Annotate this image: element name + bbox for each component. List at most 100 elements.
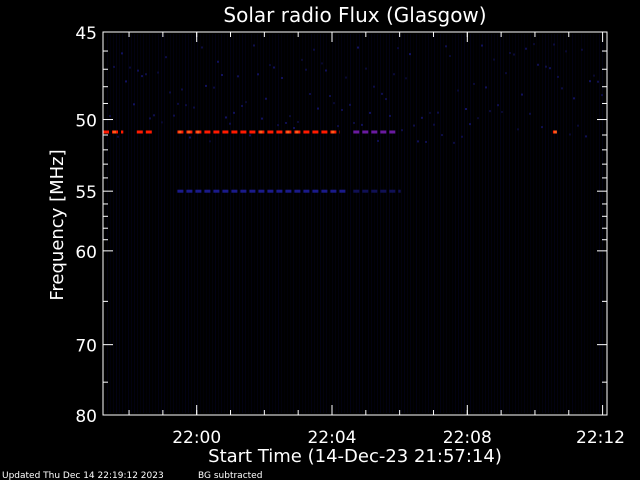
- noise-streak: [452, 34, 453, 413]
- noise-streak: [473, 34, 474, 413]
- noise-texture: [107, 34, 603, 413]
- noise-streak: [107, 34, 108, 413]
- emission-band-hotspot: [113, 130, 116, 134]
- noise-streak: [290, 34, 291, 413]
- noise-streak: [461, 34, 462, 413]
- noise-streak: [386, 34, 387, 413]
- noise-streak: [143, 34, 144, 413]
- noise-dot: [549, 67, 551, 70]
- noise-streak: [434, 34, 435, 413]
- noise-streak: [134, 34, 135, 413]
- emission-band-hotspot: [259, 130, 263, 134]
- noise-streak: [530, 34, 531, 413]
- emission-band-segment: [380, 189, 387, 193]
- noise-streak: [311, 34, 312, 413]
- noise-streak: [269, 34, 270, 413]
- emission-band-segment: [371, 189, 378, 193]
- noise-streak: [182, 34, 183, 413]
- noise-streak: [140, 34, 141, 413]
- noise-streak: [431, 34, 432, 413]
- noise-streak: [518, 34, 519, 413]
- noise-streak: [407, 34, 408, 413]
- noise-streak: [152, 34, 153, 413]
- noise-streak: [251, 34, 252, 413]
- noise-streak: [422, 34, 423, 413]
- noise-streak: [587, 34, 588, 413]
- noise-streak: [329, 34, 330, 413]
- noise-streak: [359, 34, 360, 413]
- y-tick-label: 50: [75, 112, 97, 132]
- noise-dot: [213, 86, 215, 89]
- noise-streak: [479, 34, 480, 413]
- noise-dot: [153, 114, 155, 117]
- noise-dot: [553, 43, 555, 46]
- noise-streak: [338, 34, 339, 413]
- emission-band-segment: [267, 130, 274, 134]
- noise-dot: [469, 123, 471, 126]
- noise-streak: [167, 34, 168, 413]
- noise-streak: [206, 34, 207, 413]
- noise-dot: [509, 51, 511, 54]
- noise-streak: [305, 34, 306, 413]
- noise-streak: [191, 34, 192, 413]
- noise-dot: [365, 67, 367, 70]
- noise-streak: [284, 34, 285, 413]
- noise-dot: [357, 46, 359, 49]
- noise-dot: [109, 115, 111, 118]
- noise-streak: [398, 34, 399, 413]
- emission-band-segment: [103, 130, 109, 134]
- noise-dot: [457, 89, 459, 92]
- noise-streak: [545, 34, 546, 413]
- noise-streak: [209, 34, 210, 413]
- noise-streak: [440, 34, 441, 413]
- emission-band-segment: [362, 189, 369, 193]
- noise-dot: [209, 140, 211, 143]
- noise-dot: [581, 48, 583, 51]
- noise-streak: [176, 34, 177, 413]
- noise-streak: [131, 34, 132, 413]
- noise-streak: [242, 34, 243, 413]
- x-tick-label: 22:04: [307, 428, 356, 448]
- noise-streak: [374, 34, 375, 413]
- noise-dot: [245, 101, 247, 104]
- noise-streak: [437, 34, 438, 413]
- emission-band-segment: [339, 189, 346, 193]
- x-tick-label: 22:00: [172, 428, 221, 448]
- noise-dot: [577, 124, 579, 127]
- noise-dot: [249, 134, 251, 137]
- emission-band-segment: [312, 189, 319, 193]
- noise-dot: [173, 114, 175, 117]
- noise-streak: [239, 34, 240, 413]
- noise-streak: [443, 34, 444, 413]
- noise-dot: [233, 111, 235, 114]
- emission-band-segment: [267, 189, 274, 193]
- noise-streak: [557, 34, 558, 413]
- noise-streak: [272, 34, 273, 413]
- noise-dot: [193, 106, 195, 109]
- emission-band-segment: [398, 189, 401, 193]
- noise-streak: [341, 34, 342, 413]
- noise-dot: [185, 104, 187, 107]
- noise-streak: [365, 34, 366, 413]
- noise-dot: [281, 77, 283, 80]
- noise-dot: [313, 48, 315, 51]
- noise-dot: [293, 127, 295, 130]
- noise-streak: [296, 34, 297, 413]
- noise-streak: [233, 34, 234, 413]
- noise-dot: [165, 56, 167, 59]
- emission-band-segment: [195, 189, 202, 193]
- noise-dot: [333, 102, 335, 105]
- noise-dot: [141, 75, 143, 78]
- updated-timestamp: Updated Thu Dec 14 22:19:12 2023: [2, 471, 164, 480]
- noise-dot: [481, 44, 483, 47]
- noise-streak: [314, 34, 315, 413]
- emission-band-segment: [204, 189, 211, 193]
- noise-streak: [299, 34, 300, 413]
- noise-streak: [494, 34, 495, 413]
- noise-dot: [537, 63, 539, 66]
- noise-streak: [161, 34, 162, 413]
- noise-dot: [277, 124, 279, 127]
- noise-dot: [557, 75, 559, 78]
- emission-band-segment: [389, 189, 396, 193]
